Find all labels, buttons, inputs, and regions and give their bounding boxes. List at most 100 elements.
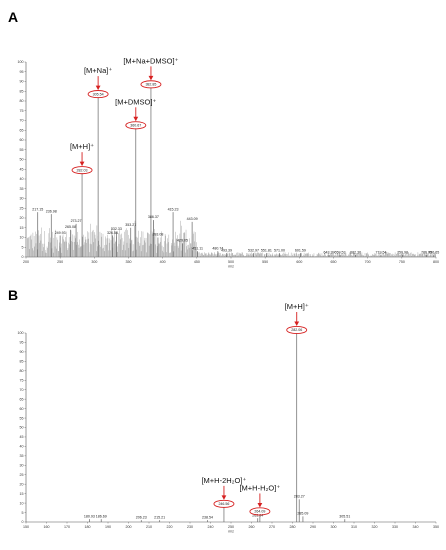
y-tick-label: 100	[18, 331, 24, 335]
y-tick-label: 10	[20, 236, 24, 240]
y-tick-label: 0	[22, 520, 24, 524]
y-tick-label: 40	[20, 177, 24, 181]
peak-highlight-circle	[286, 325, 308, 335]
y-tick-label: 80	[20, 99, 24, 103]
y-tick-label: 35	[20, 454, 24, 458]
peak-label: 786.05	[421, 250, 432, 254]
y-tick-label: 60	[20, 407, 24, 411]
peak-highlight-circle	[249, 507, 271, 516]
peak-highlight-circle	[87, 90, 109, 99]
peak-label: 236.98	[46, 209, 57, 213]
y-tick-label: 70	[20, 119, 24, 123]
x-tick-label: 450	[194, 260, 200, 264]
y-tick-label: 90	[20, 350, 24, 354]
y-tick-label: 75	[20, 378, 24, 382]
x-tick-label: 750	[399, 260, 405, 264]
x-tick-label: 350	[126, 260, 132, 264]
peak-label: 326.56	[107, 231, 118, 235]
ion-annotation-label: [M+H-2H₂O]⁺	[201, 476, 246, 485]
peak-label: 265.08	[65, 225, 76, 229]
x-tick-label: 330	[392, 525, 398, 529]
peak-highlight-circle	[140, 80, 162, 89]
y-tick-label: 15	[20, 226, 24, 230]
y-tick-label: 65	[20, 128, 24, 132]
peak-label: 393.08	[152, 233, 163, 237]
y-tick-label: 30	[20, 464, 24, 468]
x-tick-label: 300	[331, 525, 337, 529]
y-tick-label: 40	[20, 445, 24, 449]
x-axis-label: m/z	[228, 265, 234, 269]
y-tick-label: 75	[20, 109, 24, 113]
peak-label: 217.15	[32, 207, 43, 211]
x-tick-label: 210	[146, 525, 152, 529]
y-tick-label: 70	[20, 388, 24, 392]
x-tick-label: 400	[160, 260, 166, 264]
x-tick-label: 550	[262, 260, 268, 264]
peak-label: 682.36	[350, 250, 361, 254]
y-tick-label: 25	[20, 473, 24, 477]
x-tick-label: 250	[228, 525, 234, 529]
peak-label: 659.53	[335, 250, 346, 254]
peak-label: 180.93	[84, 514, 95, 518]
annotation-arrowhead	[95, 85, 101, 91]
peak-label: 305.54	[93, 92, 104, 96]
peak-label: 263.04	[252, 513, 263, 517]
peak-label: 264.09	[254, 510, 265, 514]
x-tick-label: 240	[208, 525, 214, 529]
peak-label: 719.54	[376, 250, 387, 254]
x-tick-label: 800	[433, 260, 439, 264]
peak-label: 285.09	[297, 512, 308, 516]
x-tick-label: 160	[44, 525, 50, 529]
y-tick-label: 20	[20, 482, 24, 486]
x-tick-label: 250	[57, 260, 63, 264]
annotation-arrowhead	[148, 75, 154, 81]
x-tick-label: 200	[126, 525, 132, 529]
ion-annotation-label: [M+Na]⁺	[84, 66, 112, 75]
annotation-arrowhead	[294, 321, 300, 326]
y-tick-label: 50	[20, 158, 24, 162]
peak-highlight-circle	[125, 121, 147, 130]
y-tick-label: 55	[20, 416, 24, 420]
annotation-arrowhead	[133, 116, 139, 122]
annotation-arrowhead	[79, 161, 85, 167]
peak-label: 532.97	[248, 248, 259, 252]
y-tick-label: 65	[20, 397, 24, 401]
y-tick-label: 85	[20, 89, 24, 93]
peak-label: 246.56	[218, 502, 229, 506]
peak-highlight-circle	[71, 166, 93, 175]
peak-label: 305.51	[339, 514, 350, 518]
spectrum-a: 0 5 10 15 20 25 30 35 40 45 50 55 60 65 70 75 80 85 90 95 10…	[18, 56, 440, 268]
peak-label: 382.85	[145, 83, 156, 87]
y-tick-label: 5	[22, 245, 24, 249]
peak-label: 283.27	[294, 495, 305, 499]
panel-b-letter: B	[8, 287, 18, 303]
peak-label: 480.74	[212, 246, 223, 250]
y-tick-label: 90	[20, 80, 24, 84]
y-tick-label: 95	[20, 70, 24, 74]
peak-label: 249.93	[55, 231, 66, 235]
peak-label: 571.00	[274, 248, 285, 252]
y-tick-label: 25	[20, 206, 24, 210]
peak-label: 415.23	[168, 207, 179, 211]
x-tick-label: 350	[433, 525, 439, 529]
y-tick-label: 30	[20, 197, 24, 201]
x-tick-label: 230	[187, 525, 193, 529]
peak-label: 386.37	[148, 215, 159, 219]
peak-label: 282.06	[291, 328, 302, 332]
peak-label: 551.81	[261, 248, 272, 252]
x-tick-label: 500	[228, 260, 234, 264]
peak-label: 451.11	[192, 246, 203, 250]
x-tick-label: 280	[290, 525, 296, 529]
peak-highlight-circle	[213, 499, 235, 508]
panel-a-letter: A	[8, 9, 18, 25]
x-tick-label: 290	[310, 525, 316, 529]
spectrum-b: 0 5 10 15 20 25 30 35 40 45 50 55 60 65 70 75 80 85 90 95 10…	[18, 302, 440, 534]
x-tick-label: 190	[105, 525, 111, 529]
y-tick-label: 45	[20, 435, 24, 439]
y-tick-label: 20	[20, 216, 24, 220]
x-axis-label: m/z	[228, 530, 234, 534]
x-tick-label: 650	[331, 260, 337, 264]
peak-label: 186.69	[96, 514, 107, 518]
peak-label: 750.98	[397, 250, 408, 254]
y-tick-label: 5	[22, 511, 24, 515]
